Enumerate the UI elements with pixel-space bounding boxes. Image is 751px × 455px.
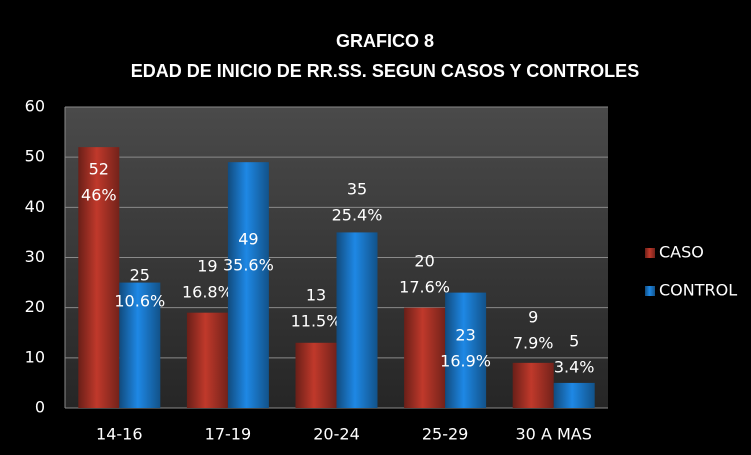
y-tick-label: 40: [25, 197, 45, 216]
legend-label: CASO: [659, 243, 704, 262]
value-label: 13: [306, 286, 326, 305]
legend-swatch: [645, 286, 655, 296]
y-tick-label: 10: [25, 347, 45, 366]
percent-label: 10.6%: [114, 292, 165, 311]
value-label: 5: [569, 332, 579, 351]
legend-label: CONTROL: [659, 281, 737, 300]
bar: [404, 307, 446, 408]
value-label: 52: [89, 160, 109, 179]
y-tick-label: 0: [35, 398, 45, 417]
x-tick-label: 20-24: [313, 425, 360, 444]
percent-label: 16.9%: [440, 352, 491, 371]
bar: [119, 282, 161, 408]
x-tick-label: 25-29: [422, 425, 469, 444]
percent-label: 46%: [81, 186, 117, 205]
percent-label: 11.5%: [291, 312, 342, 331]
x-tick-label: 14-16: [96, 425, 143, 444]
percent-label: 25.4%: [332, 206, 383, 225]
chart-title: GRAFICO 8: [336, 31, 434, 51]
percent-label: 35.6%: [223, 256, 274, 275]
x-tick-label: 30 A MAS: [516, 425, 592, 444]
percent-label: 7.9%: [513, 334, 554, 353]
value-label: 23: [455, 326, 475, 345]
percent-label: 16.8%: [182, 283, 233, 302]
x-tick-label: 17-19: [205, 425, 252, 444]
bar: [295, 342, 337, 408]
y-tick-label: 20: [25, 297, 45, 316]
bar: [512, 362, 554, 408]
value-label: 20: [414, 252, 434, 271]
bar: [445, 292, 487, 408]
value-label: 9: [528, 308, 538, 327]
bar: [553, 382, 595, 408]
y-tick-label: 30: [25, 247, 45, 266]
y-tick-label: 50: [25, 147, 45, 166]
y-tick-label: 60: [25, 97, 45, 116]
bar: [78, 147, 120, 408]
bar: [336, 232, 378, 408]
value-label: 19: [197, 257, 217, 276]
value-label: 35: [347, 180, 367, 199]
legend-swatch: [645, 248, 655, 258]
bar: [186, 312, 228, 408]
value-label: 49: [238, 230, 258, 249]
bar: [227, 162, 269, 408]
percent-label: 3.4%: [554, 358, 595, 377]
percent-label: 17.6%: [399, 278, 450, 297]
value-label: 25: [130, 266, 150, 285]
chart-subtitle: EDAD DE INICIO DE RR.SS. SEGUN CASOS Y C…: [131, 61, 639, 81]
